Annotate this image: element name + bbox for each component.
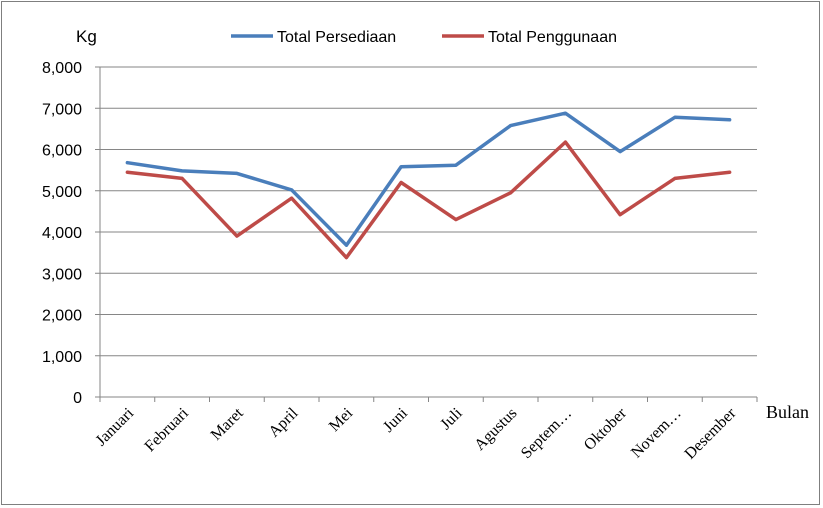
x-tick-label: Septem…	[518, 405, 575, 462]
y-tick-label: 5,000	[42, 184, 82, 201]
data-point	[399, 165, 403, 169]
legend-label-total-penggunaan: Total Penggunaan	[488, 29, 617, 46]
y-tick-label: 0	[73, 390, 82, 407]
data-point	[673, 176, 677, 180]
series-line-total-persediaan	[125, 111, 732, 247]
axes	[95, 66, 758, 402]
y-axis-label: Kg	[76, 27, 97, 46]
series-lines	[125, 111, 732, 260]
gridlines	[100, 66, 757, 357]
series-line-total-penggunaan	[125, 140, 732, 260]
x-tick-label: Oktober	[581, 404, 631, 454]
data-point	[618, 213, 622, 217]
legend-label-total-persediaan: Total Persediaan	[277, 29, 396, 46]
y-tick-labels: 0 1,000 2,000 3,000 4,000 5,000 6,000 7,000 8,00…	[42, 60, 82, 407]
data-point	[125, 161, 129, 165]
data-point	[235, 234, 239, 238]
x-tick-label: Juni	[380, 404, 411, 435]
data-point	[399, 181, 403, 184]
x-tick-labels: Januari Februari Maret April Mei Juni Juli Agus…	[93, 404, 740, 462]
x-tick-label: Mei	[326, 404, 357, 435]
x-tick-label: Februari	[142, 404, 193, 455]
y-tick-label: 4,000	[42, 225, 82, 242]
x-tick-label: Juli	[437, 404, 466, 433]
data-point	[344, 256, 348, 260]
data-point	[290, 196, 294, 200]
data-point	[180, 176, 184, 180]
data-point	[180, 169, 184, 173]
data-point	[125, 170, 129, 174]
x-tick-label: Novem…	[628, 405, 685, 462]
data-point	[728, 118, 732, 122]
data-point	[618, 150, 622, 154]
data-point	[563, 140, 567, 144]
data-point	[290, 188, 294, 192]
data-point	[563, 111, 567, 115]
x-axis-label: Bulan	[766, 402, 809, 422]
x-tick-label: April	[266, 404, 302, 440]
data-point	[509, 124, 513, 128]
data-point	[509, 191, 513, 195]
y-tick-label: 8,000	[42, 60, 82, 77]
x-tick-label: Desember	[682, 404, 740, 462]
data-point	[454, 163, 458, 167]
data-point	[454, 218, 458, 222]
y-tick-label: 2,000	[42, 308, 82, 325]
y-tick-label: 6,000	[42, 143, 82, 160]
y-tick-label: 3,000	[42, 266, 82, 283]
data-point	[344, 243, 348, 247]
y-tick-label: 1,000	[42, 349, 82, 366]
y-tick-label: 7,000	[42, 101, 82, 118]
data-point	[235, 171, 239, 175]
x-tick-label: Agustus	[471, 405, 520, 454]
legend: Total Persediaan Total Penggunaan	[231, 29, 617, 46]
x-tick-label: Maret	[208, 404, 247, 443]
data-point	[673, 115, 677, 119]
x-tick-label: Januari	[93, 404, 138, 449]
data-point	[728, 170, 732, 174]
